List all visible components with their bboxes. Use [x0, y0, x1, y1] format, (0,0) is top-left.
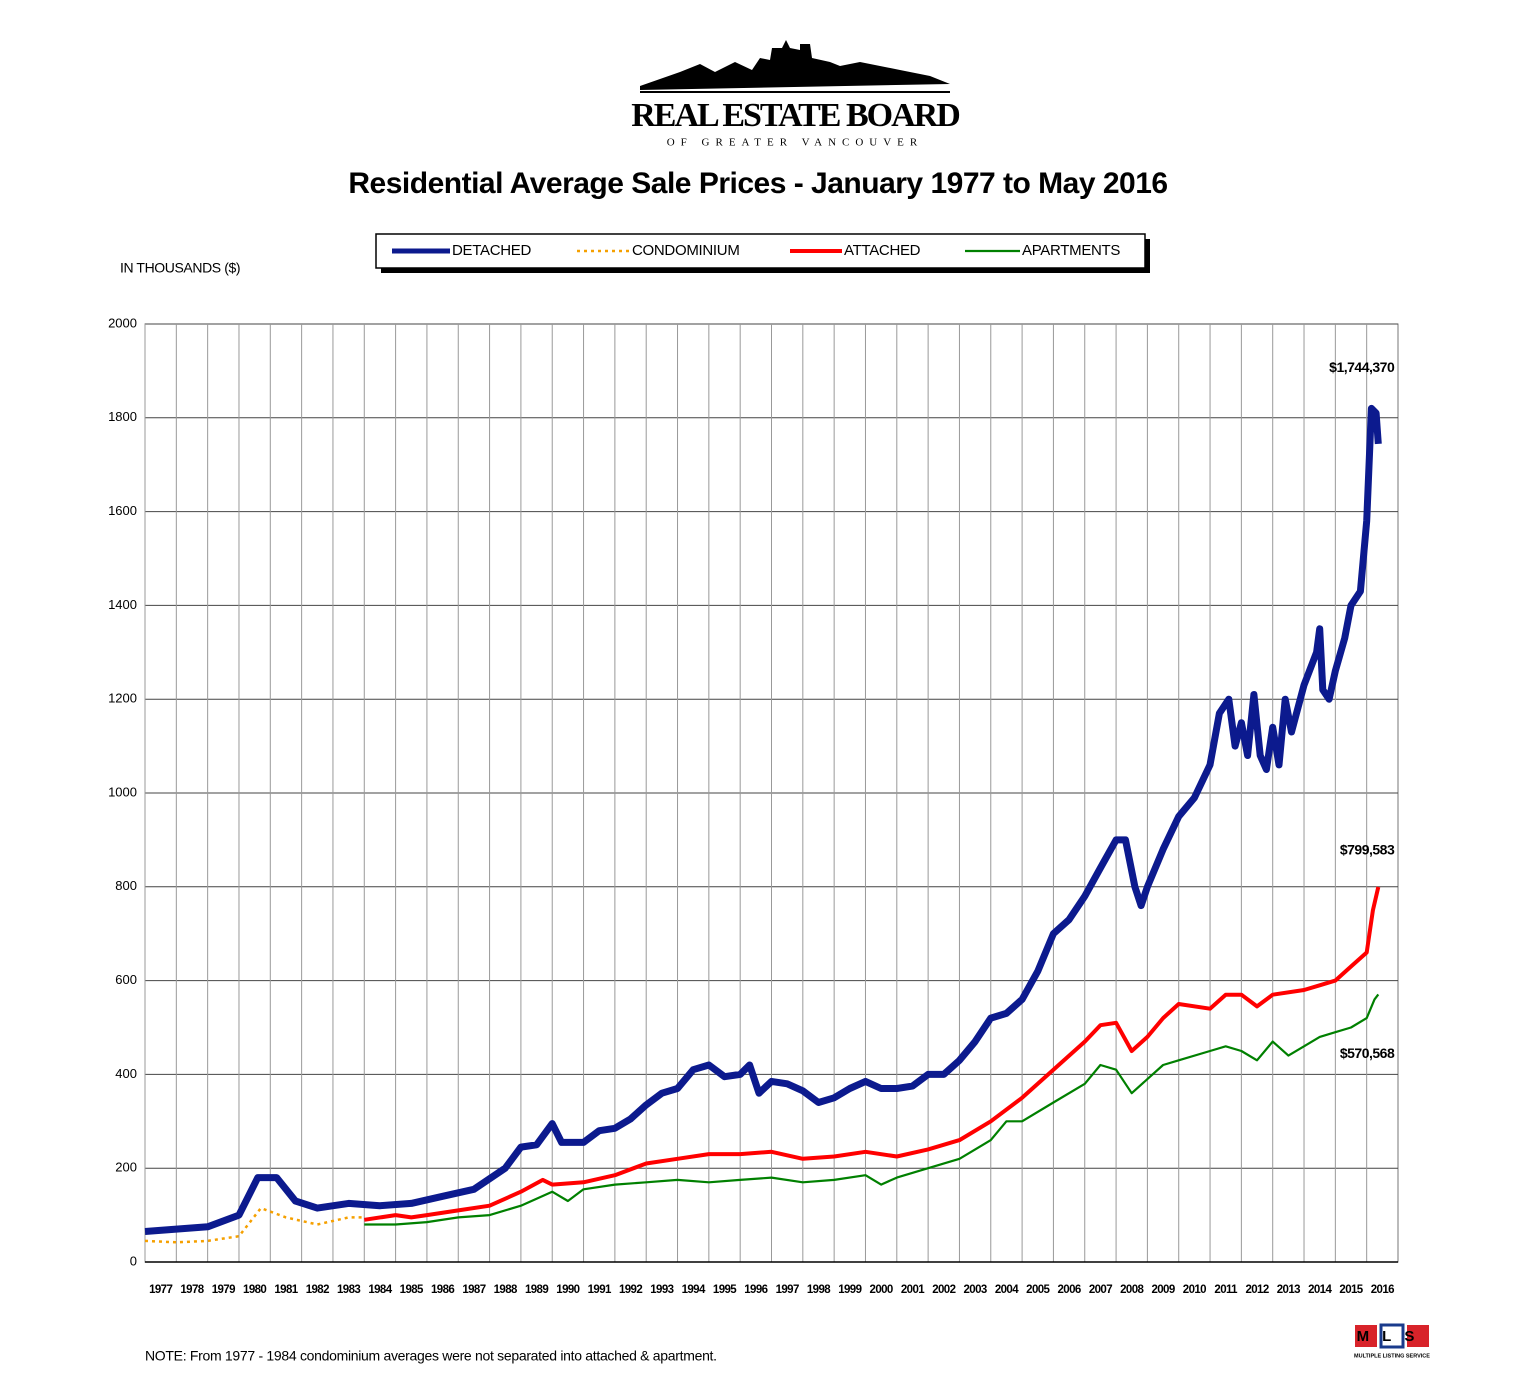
x-tick-label: 2000: [870, 1284, 893, 1296]
x-tick-label: 1980: [243, 1284, 266, 1296]
series-line: [144, 1206, 365, 1244]
x-tick-label: 1989: [525, 1284, 548, 1296]
x-tick-label: 2006: [1057, 1284, 1080, 1296]
x-tick-label: 1997: [776, 1284, 799, 1296]
x-tick-label: 1999: [838, 1284, 861, 1296]
x-tick-label: 2012: [1245, 1284, 1268, 1296]
x-tick-label: 2011: [1214, 1284, 1238, 1296]
x-tick-label: 1977: [149, 1284, 172, 1296]
end-label: $799,583: [1340, 842, 1395, 858]
x-tick-label: 2007: [1089, 1284, 1112, 1296]
series-line: [364, 886, 1381, 1222]
x-tick-label: 1986: [431, 1284, 454, 1296]
x-tick-label: 1979: [212, 1284, 235, 1296]
legend-label: ATTACHED: [844, 242, 921, 259]
y-tick-label: 1200: [108, 691, 137, 706]
x-tick-label: 2004: [995, 1284, 1019, 1296]
y-tick-label: 2000: [108, 315, 137, 330]
x-tick-label: 1988: [494, 1284, 518, 1296]
y-tick-label: 1600: [108, 503, 137, 518]
note: NOTE: From 1977 - 1984 condominium avera…: [145, 1348, 717, 1364]
x-tick-label: 2010: [1183, 1284, 1206, 1296]
x-tick-label: 1978: [180, 1284, 204, 1296]
logo-title: REAL ESTATE BOARD: [631, 97, 959, 134]
x-tick-label: 2015: [1339, 1284, 1363, 1296]
x-tick-label: 1990: [556, 1284, 579, 1296]
y-tick-label: 1800: [108, 409, 137, 424]
x-tick-label: 1984: [368, 1284, 392, 1296]
logo: REAL ESTATE BOARD OF GREATER VANCOUVER: [631, 40, 961, 149]
x-tick-label: 2016: [1371, 1284, 1394, 1296]
x-tick-label: 2003: [964, 1284, 987, 1296]
x-tick-label: 1981: [274, 1284, 298, 1296]
end-label: $1,744,370: [1329, 359, 1395, 375]
x-tick-label: 1982: [306, 1284, 329, 1296]
x-tick-label: 2008: [1120, 1284, 1144, 1296]
legend-label: CONDOMINIUM: [632, 242, 740, 259]
series-line: [144, 404, 1382, 1235]
chart-title: Residential Average Sale Prices - Januar…: [348, 167, 1167, 200]
x-tick-label: 1985: [400, 1284, 424, 1296]
y-tick-label: 200: [115, 1160, 137, 1175]
x-tick-label: 2009: [1151, 1284, 1174, 1296]
x-tick-label: 1991: [588, 1284, 612, 1296]
legend-label: DETACHED: [452, 242, 531, 259]
logo-subtitle: OF GREATER VANCOUVER: [667, 137, 924, 149]
x-tick-label: 1987: [462, 1284, 485, 1296]
legend: DETACHED CONDOMINIUM ATTACHED APARTMENTS: [392, 242, 1121, 259]
plot: 0 200 400 600 800 1000 1200 1400 1600 1800 2000 197…: [108, 315, 1399, 1296]
x-tick-label: 1995: [713, 1284, 737, 1296]
x-tick-label: 2005: [1026, 1284, 1050, 1296]
x-tick-label: 1996: [744, 1284, 767, 1296]
mls-logo: MLS MULTIPLE LISTING SERVICE: [1354, 1323, 1430, 1359]
x-tick-label: 1992: [619, 1284, 642, 1296]
y-tick-label: 600: [115, 972, 137, 987]
y-tick-label: 1400: [108, 597, 137, 612]
y-tick-label: 0: [130, 1253, 137, 1268]
x-tick-label: 2001: [901, 1284, 925, 1296]
y-axis-label: IN THOUSANDS ($): [120, 260, 240, 276]
x-tick-label: 2014: [1308, 1284, 1332, 1296]
mls-text: MLS: [1357, 1328, 1428, 1345]
series-line: [364, 993, 1380, 1226]
x-tick-label: 1983: [337, 1284, 360, 1296]
x-tick-label: 1998: [807, 1284, 831, 1296]
x-tick-label: 2013: [1277, 1284, 1300, 1296]
x-tick-label: 1994: [682, 1284, 706, 1296]
x-tick-label: 1993: [650, 1284, 673, 1296]
x-tick-label: 2002: [932, 1284, 955, 1296]
y-tick-label: 1000: [108, 784, 137, 799]
y-tick-label: 800: [115, 878, 137, 893]
legend-label: APARTMENTS: [1022, 242, 1120, 259]
mls-subtitle: MULTIPLE LISTING SERVICE: [1354, 1353, 1430, 1359]
end-label: $570,568: [1340, 1045, 1395, 1061]
y-tick-label: 400: [115, 1066, 137, 1081]
